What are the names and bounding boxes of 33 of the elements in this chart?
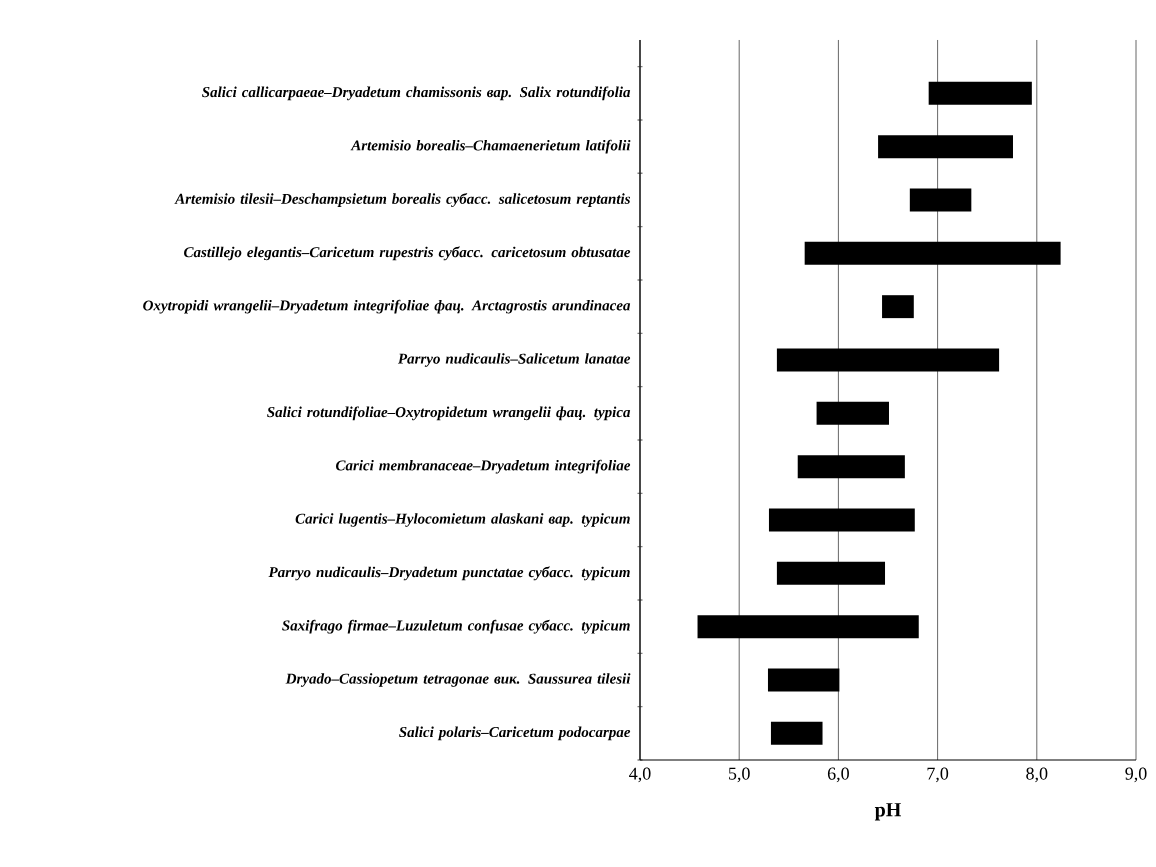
y-tick-label: Salici callicarpaeae–Dryadetum chamissonis вар. Salix rotundifolia xyxy=(202,86,631,101)
bar xyxy=(767,668,840,692)
x-tick-label: 9,0 xyxy=(1125,767,1147,783)
bar xyxy=(697,615,919,639)
bar xyxy=(816,401,889,425)
y-tick-label: Parryo nudicaulis–Salicetum lanatae xyxy=(397,353,631,367)
y-tick-label: Salici polaris–Caricetum podocarpae xyxy=(399,726,631,741)
bar xyxy=(770,721,823,745)
y-tick-label: Artemisio borealis–Chamaenerietum latifolii xyxy=(350,139,631,154)
bar xyxy=(928,81,1032,105)
bar xyxy=(776,348,1000,372)
y-tick-label: Salici rotundifoliae–Oxytropidetum wrangelii фац. typica xyxy=(267,406,631,421)
bar xyxy=(804,241,1061,265)
bar xyxy=(797,455,905,479)
y-tick-label: Dryado–Cassiopetum tetragonae вик. Saussurea tilesii xyxy=(285,673,631,687)
x-axis-title: pH xyxy=(874,803,902,821)
x-tick-label: 5,0 xyxy=(729,767,750,783)
bar xyxy=(909,188,972,212)
y-tick-label: Carici membranaceae–Dryadetum integrifoliae xyxy=(336,459,631,474)
bar xyxy=(882,295,914,319)
y-tick-label: Artemisio tilesii–Deschampsietum borealis субасс. salicetosum reptantis xyxy=(174,193,631,207)
x-tick-label: 8,0 xyxy=(1026,767,1048,783)
y-tick-label: Oxytropidi wrangelii–Dryadetum integrifoliae фац. Arctagrostis arundinacea xyxy=(143,299,631,314)
x-tick-label: 6,0 xyxy=(827,767,849,783)
x-tick-label: 7,0 xyxy=(927,767,949,783)
bar xyxy=(776,561,886,585)
y-tick-label: Saxifrago firmae–Luzuletum confusae субасс. typicum xyxy=(282,619,630,634)
x-tick-label: 4,0 xyxy=(629,767,651,783)
y-tick-label: Castillejo elegantis–Caricetum rupestris субасс. caricetosum obtusatae xyxy=(184,246,631,261)
bar xyxy=(878,135,1013,159)
y-tick-label: Parryo nudicaulis–Dryadetum punctatae субасс. typicum xyxy=(268,566,630,581)
bar xyxy=(768,508,915,532)
y-tick-label: Carici lugentis–Hylocomietum alaskani вар. typicum xyxy=(295,513,630,527)
